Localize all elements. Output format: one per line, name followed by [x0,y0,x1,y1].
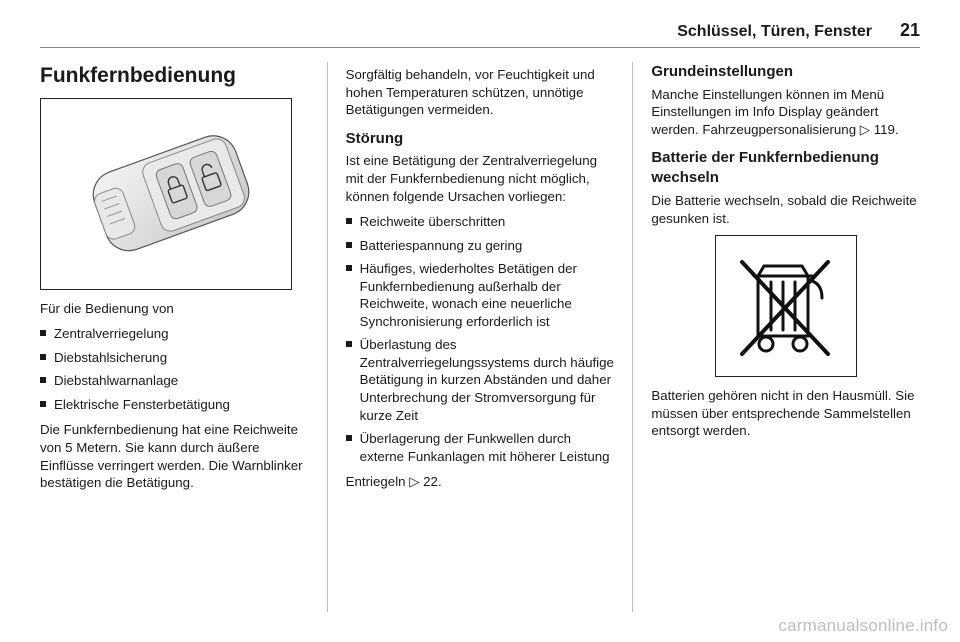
section-heading: Funkfernbedienung [40,62,309,90]
col3-subheading-grundeinstellungen: Grundeinstellungen [651,62,920,82]
list-item: Häufiges, wiederholtes Betätigen der Fun… [346,260,615,330]
column-1: Funkfernbedienung [40,62,328,612]
col3-paragraph-1: Manche Einstellungen können im Menü Eins… [651,86,920,139]
col3-subheading-batterie: Batterie der Funkfernbedienung wechseln [651,148,920,188]
col3-paragraph-2: Die Batterie wechseln, sobald die Reichw… [651,192,920,227]
header-page-number: 21 [900,20,920,41]
col2-paragraph-1: Sorgfältig behandeln, vor Feuchtigkeit u… [346,66,615,119]
crossed-wheelie-bin-icon [716,236,856,376]
list-item: Batteriespannung zu gering [346,237,615,255]
page-root: Schlüssel, Türen, Fenster 21 Funkfernbed… [0,0,960,642]
col2-cause-list: Reichweite überschritten Batteriespannun… [346,213,615,465]
col2-paragraph-3: Entriegeln ▷ 22. [346,473,615,491]
column-3: Grundeinstellungen Manche Einstellungen … [651,62,920,612]
page-header: Schlüssel, Türen, Fenster 21 [40,20,920,48]
col1-intro: Für die Bedienung von [40,300,309,318]
col1-paragraph: Die Funkfernbedienung hat eine Reichweit… [40,421,309,491]
list-item: Zentralverriegelung [40,325,309,343]
list-item: Diebstahlwarnanlage [40,372,309,390]
list-item: Überlagerung der Funkwellen durch extern… [346,430,615,465]
list-item: Reichweite überschritten [346,213,615,231]
col2-subheading-stoerung: Störung [346,129,615,149]
col3-paragraph-3: Batterien gehören nicht in den Hausmüll.… [651,387,920,440]
key-fob-illustration [40,98,292,290]
column-2: Sorgfältig behandeln, vor Feuchtigkeit u… [346,62,634,612]
col1-feature-list: Zentralverriegelung Diebstahlsicherung D… [40,325,309,413]
watermark-text: carmanualsonline.info [778,616,948,636]
key-fob-icon [41,99,291,289]
no-trash-illustration [715,235,857,377]
header-chapter-title: Schlüssel, Türen, Fenster [677,23,872,41]
col2-paragraph-2: Ist eine Betätigung der Zentralverriegel… [346,152,615,205]
content-columns: Funkfernbedienung [40,62,920,612]
list-item: Überlastung des Zentralverriegelungssyst… [346,336,615,424]
list-item: Elektrische Fensterbetätigung [40,396,309,414]
list-item: Diebstahlsicherung [40,349,309,367]
